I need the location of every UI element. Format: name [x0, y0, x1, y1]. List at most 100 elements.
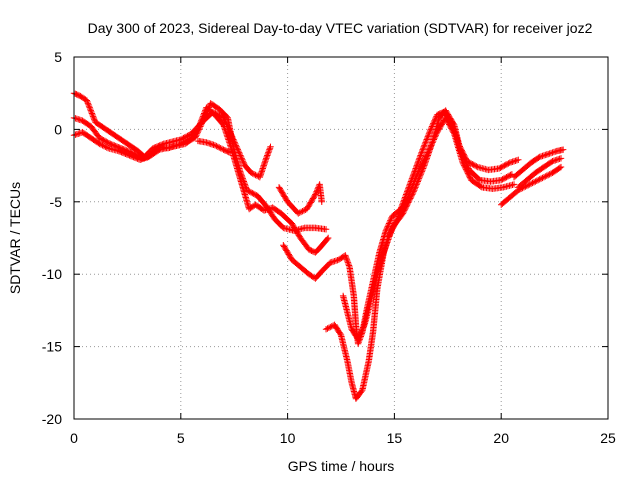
data-point [411, 176, 419, 184]
data-point [177, 140, 184, 148]
plot-area-border [73, 56, 609, 420]
data-point [343, 255, 350, 262]
data-point [462, 166, 470, 173]
data-point [507, 171, 514, 179]
data-point [414, 169, 422, 177]
data-series [70, 90, 567, 402]
data-point [405, 192, 412, 200]
data-point [523, 182, 531, 190]
data-point [426, 129, 433, 136]
data-point [495, 165, 503, 172]
data-point [420, 157, 428, 164]
data-point [211, 142, 219, 149]
x-tick-label: 20 [493, 430, 509, 446]
series-track-e [275, 181, 325, 217]
data-point [422, 154, 429, 162]
data-point [119, 149, 127, 156]
data-point [385, 233, 392, 240]
data-point [400, 203, 407, 211]
data-point [87, 105, 94, 113]
data-point [501, 162, 508, 169]
data-point [418, 149, 425, 156]
data-point [532, 178, 539, 185]
series-track-a [70, 90, 274, 181]
data-point [426, 127, 434, 135]
data-point [384, 234, 392, 242]
data-point [382, 227, 390, 234]
data-point [115, 147, 123, 155]
data-point [425, 130, 433, 137]
data-point [449, 127, 456, 135]
data-point [118, 149, 125, 156]
series-track-k [515, 155, 565, 191]
data-point [217, 145, 224, 152]
data-point [390, 224, 397, 231]
data-point [248, 169, 255, 177]
data-point [356, 333, 363, 340]
data-point [405, 191, 413, 198]
data-point [180, 139, 187, 146]
data-point [556, 164, 563, 172]
data-point [250, 171, 258, 178]
data-point [250, 190, 257, 198]
data-point [95, 139, 102, 147]
data-point [100, 142, 108, 150]
data-point [450, 129, 457, 136]
data-point [547, 170, 555, 177]
data-point [429, 139, 436, 146]
data-point [127, 152, 135, 160]
data-point [497, 164, 504, 171]
data-point [197, 118, 204, 126]
data-point [360, 323, 368, 330]
data-point [101, 137, 109, 145]
data-point [201, 108, 208, 116]
data-point [297, 208, 305, 216]
data-point [213, 142, 220, 150]
data-point [99, 142, 106, 149]
data-point [390, 222, 398, 230]
data-point [324, 325, 331, 332]
data-point [344, 257, 351, 265]
data-point [423, 151, 430, 159]
data-point [133, 154, 140, 162]
data-point [442, 114, 449, 122]
x-tick-label: 10 [280, 430, 296, 446]
data-point [416, 155, 423, 162]
data-point [103, 138, 110, 145]
data-point [510, 181, 518, 188]
data-point [343, 256, 351, 263]
data-point [462, 164, 469, 172]
data-point [300, 207, 308, 214]
data-point [384, 223, 391, 230]
data-point [393, 217, 400, 224]
data-point [252, 171, 259, 179]
data-point [199, 113, 207, 120]
data-point [463, 167, 470, 174]
data-point [503, 160, 511, 168]
data-point [239, 156, 246, 164]
data-point [313, 188, 320, 195]
data-point [530, 179, 538, 186]
grid [74, 57, 608, 419]
data-point [295, 210, 302, 217]
data-point [386, 230, 394, 238]
data-point [557, 155, 565, 162]
y-tick-label: -5 [50, 194, 63, 210]
data-point [443, 117, 451, 124]
data-point [536, 176, 543, 183]
data-point [89, 111, 96, 119]
data-point [548, 158, 555, 166]
data-point [477, 183, 484, 190]
series-track-h [339, 114, 518, 343]
data-point [103, 144, 110, 151]
data-point [421, 140, 429, 148]
data-point [386, 232, 393, 239]
data-point [324, 234, 332, 242]
data-point [342, 253, 350, 261]
data-point [85, 103, 93, 110]
data-point [404, 194, 412, 201]
data-point [214, 143, 222, 150]
data-point [428, 142, 435, 149]
data-point [537, 175, 545, 182]
ticks: 0 5 10 15 20 25 5 0 -5 -10 -15 -20 [42, 49, 616, 446]
